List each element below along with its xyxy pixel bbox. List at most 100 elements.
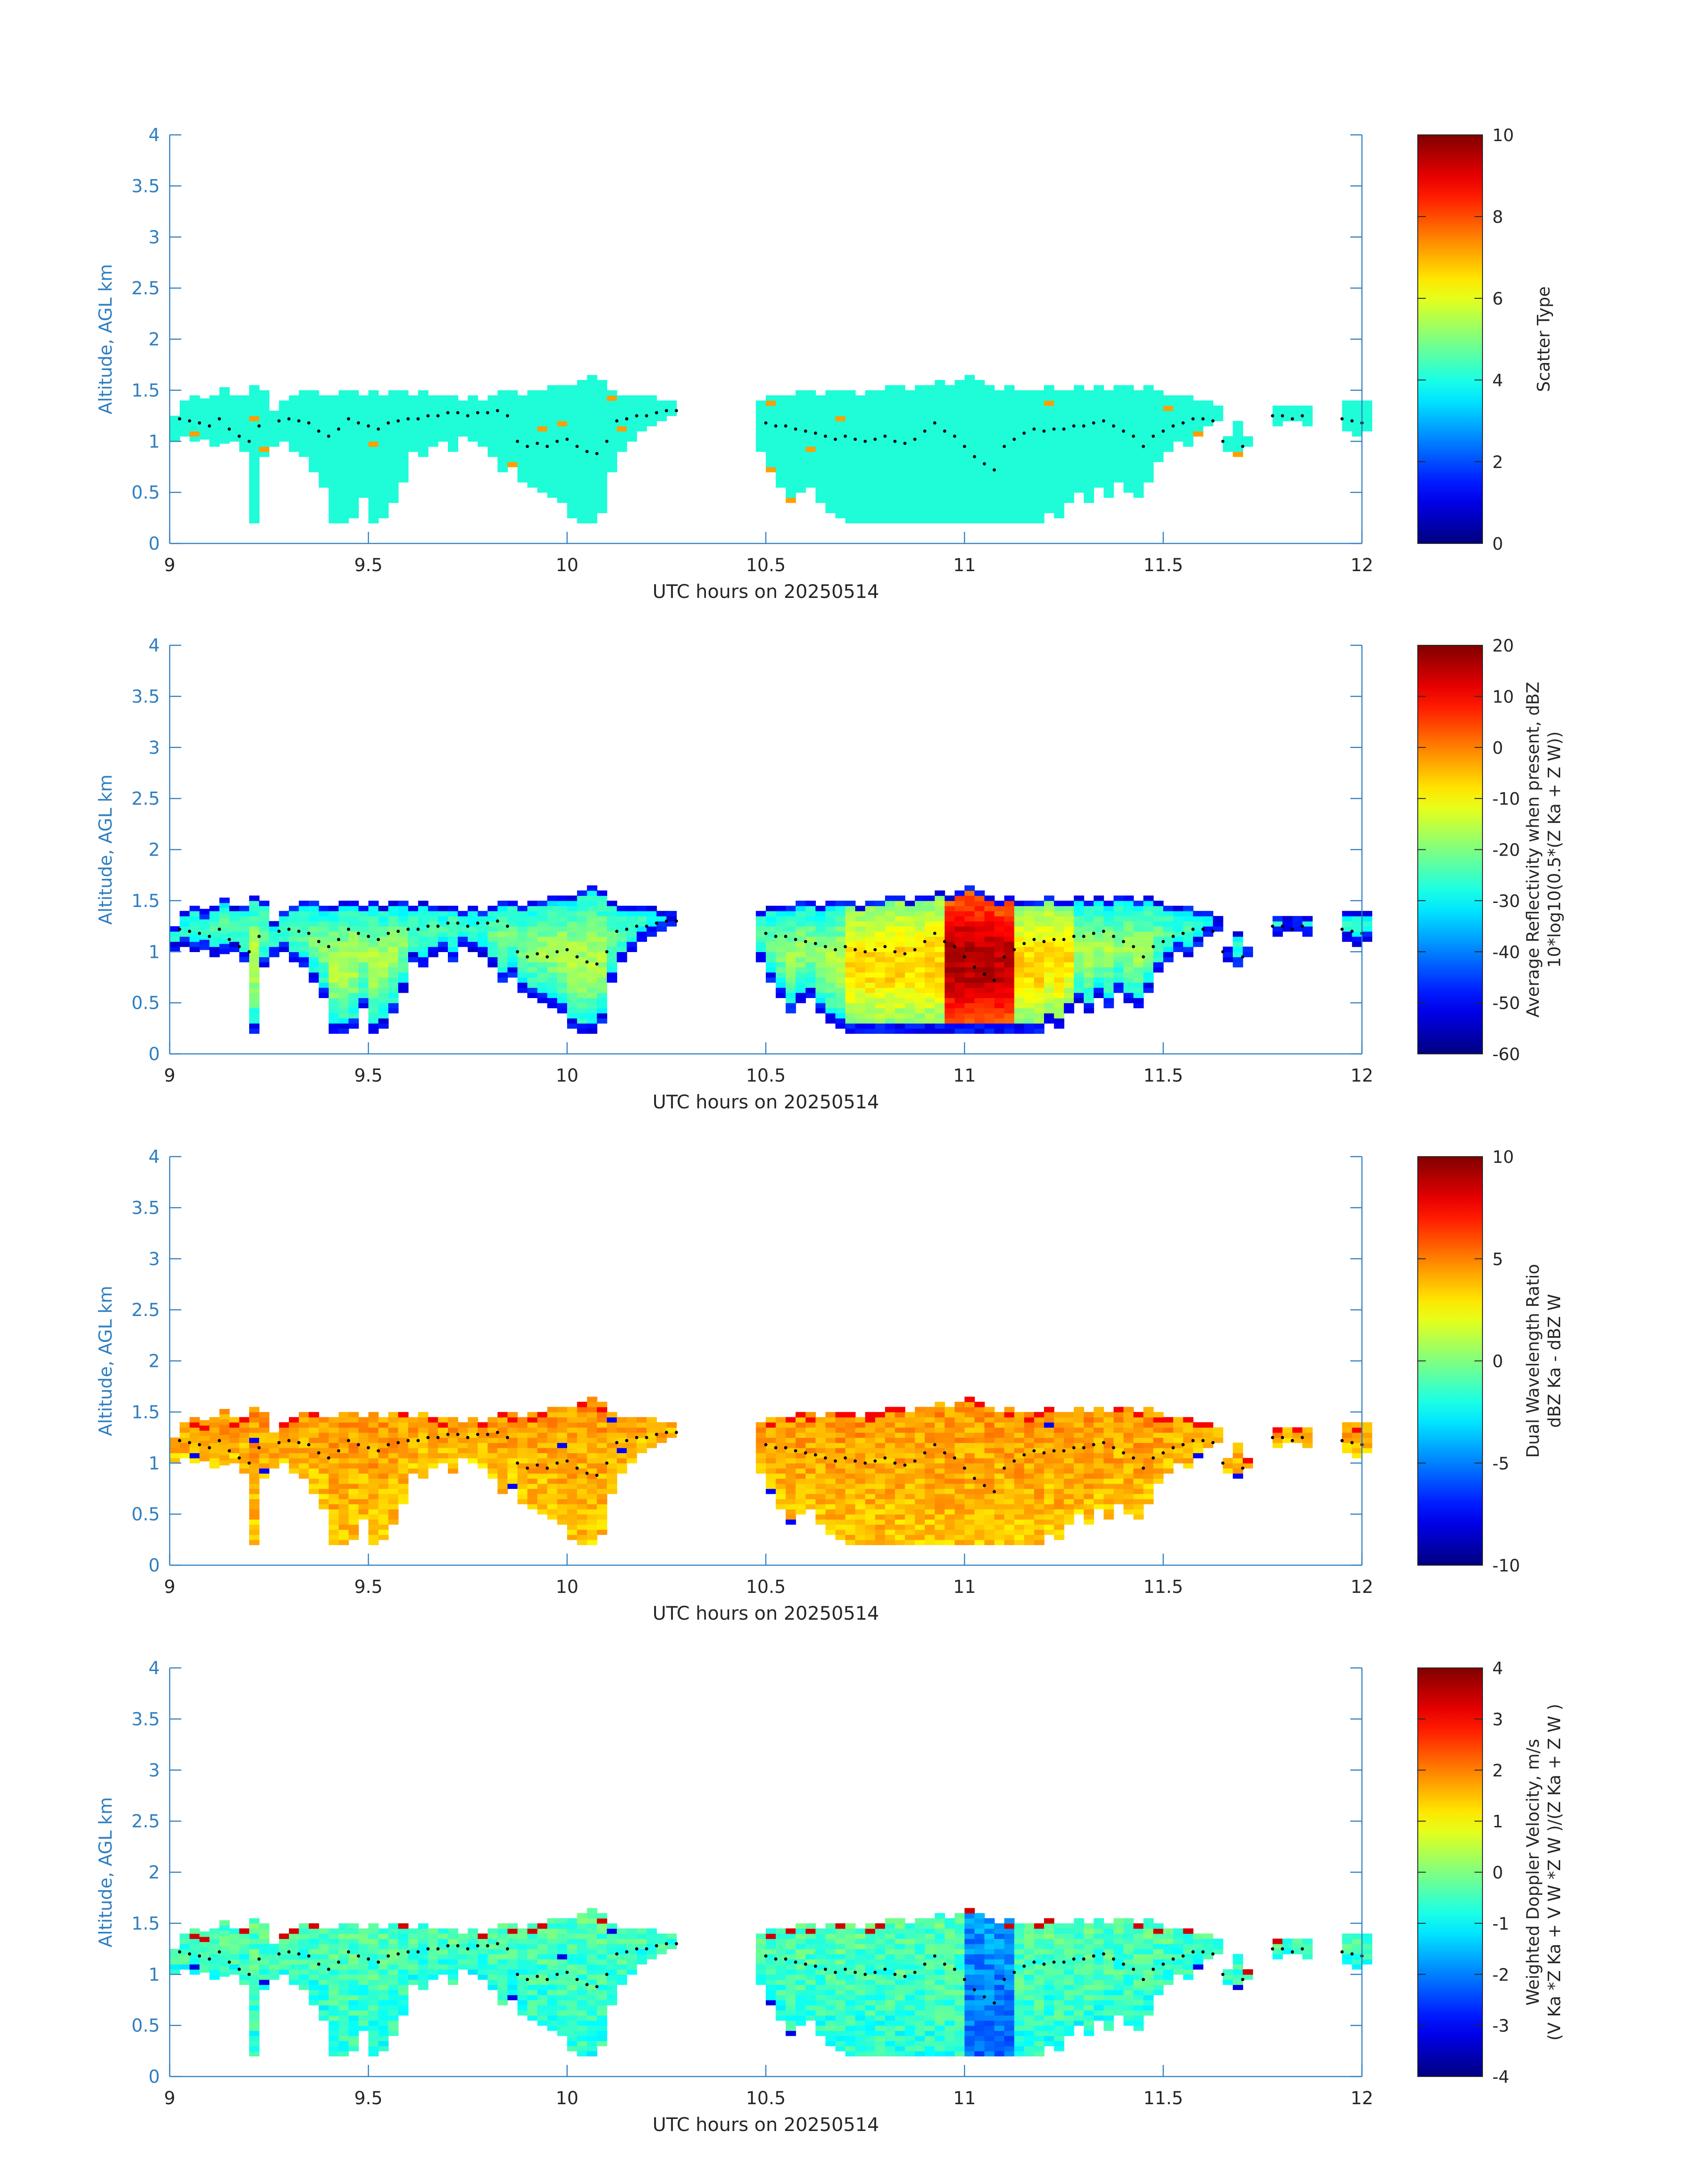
x-axis-label: UTC hours on 20250514 [652, 581, 879, 602]
y-tick-label: 1 [149, 1964, 160, 1985]
colorbar-tick-label: 4 [1492, 1659, 1503, 1678]
cloud-base-dot [645, 1947, 648, 1951]
cloud-base-dot [287, 928, 291, 931]
cloud-base-dot [416, 417, 420, 421]
cloud-base-dot [933, 932, 936, 935]
cloud-base-dot [1002, 1467, 1006, 1470]
cloud-base-dot [1350, 419, 1354, 423]
cloud-base-dot [317, 429, 321, 433]
cloud-base-dot [804, 940, 807, 943]
cloud-base-dot [297, 419, 301, 423]
cloud-base-dot [217, 1950, 221, 1954]
cloud-base-dot [1350, 1441, 1354, 1445]
y-tick-label: 3 [149, 1249, 160, 1270]
panel-3: 00.511.522.533.549 9.5 10 10.5 11 11.5 12Altit… [96, 1147, 1564, 1624]
cloud-base-dot [814, 1453, 817, 1457]
cloud-base-dot [993, 2001, 996, 2005]
cloud-base-dot [814, 942, 817, 945]
colorbar-tick-label: -30 [1492, 891, 1520, 911]
cloud-base-dot [1152, 1968, 1155, 1971]
cloud-base-dot [784, 424, 788, 428]
cloud-base-dot [1281, 1436, 1284, 1439]
cloud-base-dot [1281, 1947, 1284, 1951]
cloud-base-dot [397, 1441, 400, 1445]
y-tick-label: 2 [149, 1863, 160, 1883]
cloud-base-dot [933, 421, 936, 425]
cloud-base-dot [1122, 1962, 1125, 1966]
x-tick-label: 10 [556, 1577, 579, 1597]
x-tick-label: 11.5 [1143, 1577, 1183, 1597]
panel-4: 00.511.522.533.549 9.5 10 10.5 11 11.5 12Altit… [96, 1658, 1564, 2135]
cloud-base-dot [1102, 1441, 1106, 1445]
cloud-base-dot [1241, 1978, 1244, 1981]
cloud-base-dot [823, 945, 827, 949]
cloud-base-dot [1042, 1962, 1046, 1966]
cloud-base-dot [605, 950, 609, 953]
y-tick-label: 0.5 [131, 483, 160, 503]
cloud-base-dot [476, 921, 480, 925]
cloud-base-dot [963, 955, 966, 959]
cloud-base-dot [1032, 427, 1036, 431]
cloud-base-dot [913, 438, 917, 441]
cloud-base-dot [238, 1456, 241, 1460]
cloud-base-dot [883, 435, 887, 438]
cloud-base-dot [1191, 928, 1195, 931]
y-tick-label: 3.5 [131, 686, 160, 707]
cloud-base-dot [198, 1954, 201, 1958]
cloud-base-dot [933, 1443, 936, 1446]
y-tick-label: 3.5 [131, 1709, 160, 1730]
cloud-base-dot [913, 1459, 917, 1463]
x-tick-label: 10 [556, 555, 579, 576]
cloud-base-dot [615, 1952, 618, 1956]
x-tick-label: 10.5 [746, 555, 785, 576]
cloud-base-dot [605, 1972, 609, 1976]
cloud-base-dot [664, 919, 668, 923]
cloud-base-dot [476, 411, 480, 414]
cloud-base-dot [1072, 424, 1076, 428]
cloud-base-dot [893, 950, 897, 953]
colorbar-tick-label: -10 [1492, 789, 1520, 809]
cloud-base-dot [1042, 1451, 1046, 1454]
cloud-base-dot [1281, 924, 1284, 928]
cloud-base-dot [516, 439, 519, 443]
x-tick-label: 9.5 [354, 1066, 383, 1086]
cloud-base-dot [873, 1971, 877, 1974]
cloud-base-dot [675, 919, 678, 923]
y-tick-label: 0 [149, 1555, 160, 1576]
cloud-base-dot [853, 1459, 857, 1463]
cloud-base-dot [376, 938, 380, 941]
cloud-base-dot [844, 1968, 847, 1971]
cloud-base-dot [873, 948, 877, 952]
cloud-base-dot [1211, 929, 1215, 933]
cloud-base-dot [834, 1459, 837, 1463]
cloud-base-dot [664, 409, 668, 413]
cloud-base-dot [426, 1947, 430, 1951]
cloud-base-dot [635, 1436, 639, 1439]
cloud-base-dot [446, 411, 450, 414]
cloud-base-dot [823, 1456, 827, 1460]
cloud-base-dot [953, 945, 956, 949]
cloud-base-dot [555, 439, 559, 443]
x-tick-label: 11.5 [1143, 2088, 1183, 2109]
cloud-base-dot [436, 924, 440, 928]
colorbar-tick-label: -50 [1492, 994, 1520, 1013]
cloud-base-dot [595, 962, 599, 966]
cloud-base-dot [844, 945, 847, 949]
cloud-base-dot [1271, 1947, 1274, 1951]
x-tick-label: 11 [953, 2088, 976, 2109]
cloud-base-dot [198, 1443, 201, 1446]
cloud-base-dot [823, 1968, 827, 1971]
cloud-base-dot [1052, 427, 1056, 431]
cloud-base-dot [397, 929, 400, 933]
cloud-base-dot [774, 1957, 777, 1961]
cloud-base-dot [1241, 955, 1244, 959]
cloud-base-dot [1132, 945, 1135, 949]
cloud-base-dot [277, 929, 281, 933]
cloud-base-dot [943, 1962, 947, 1966]
y-axis-label: Altitude, AGL km [96, 1797, 116, 1947]
cloud-base-dot [823, 435, 827, 438]
cloud-base-dot [794, 1960, 798, 1964]
cloud-base-dot [456, 1944, 459, 1947]
cloud-base-dot [347, 1439, 351, 1442]
cloud-base-dot [505, 1436, 509, 1439]
